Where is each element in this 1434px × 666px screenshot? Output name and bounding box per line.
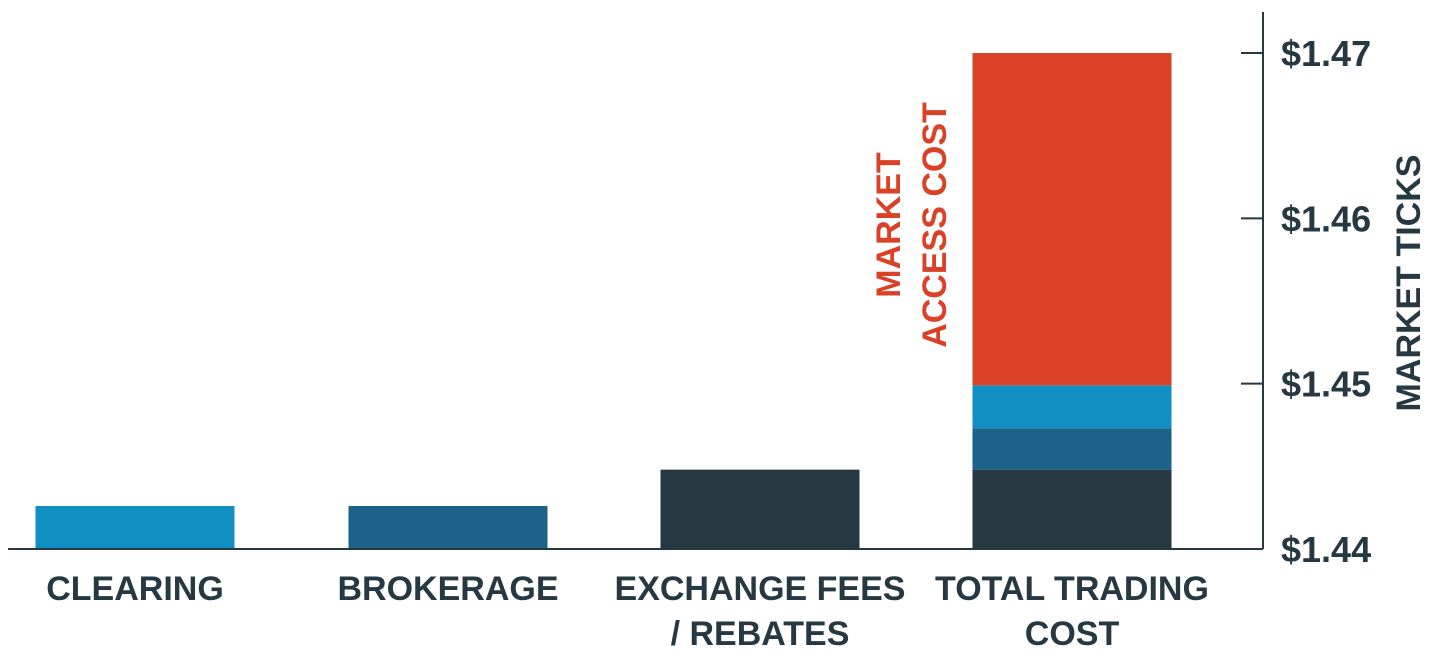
y-tick-label-0: $1.44 (1281, 529, 1371, 570)
category-label-1: BROKERAGE (337, 570, 558, 608)
category-labels-group: CLEARING BROKERAGE EXCHANGE FEES / REBATES T… (46, 570, 1209, 653)
bar-2 (660, 469, 860, 549)
market-access-cost-annotation: MARKET ACCESS COST (870, 102, 954, 348)
category-label-2: EXCHANGE FEES / REBATES (615, 570, 906, 653)
bars-group (35, 53, 1172, 549)
y-axis-title: MARKET TICKS (1390, 155, 1428, 412)
y-tick-label-2: $1.46 (1281, 198, 1371, 239)
y-tick-label-1: $1.45 (1281, 364, 1371, 405)
bar-total-segment-2 (972, 385, 1172, 429)
bar-1 (348, 506, 548, 549)
category-label-0: CLEARING (46, 570, 224, 608)
bar-0 (35, 506, 235, 549)
y-tick-label-3: $1.47 (1281, 33, 1371, 74)
category-label-3: TOTAL TRADING COST (935, 570, 1209, 653)
bar-total-segment-3 (972, 53, 1172, 386)
bar-total-segment-0 (972, 469, 1172, 549)
y-ticks-group: $1.44 $1.45 $1.46 $1.47 (1241, 33, 1371, 570)
bar-total-segment-1 (972, 428, 1172, 470)
